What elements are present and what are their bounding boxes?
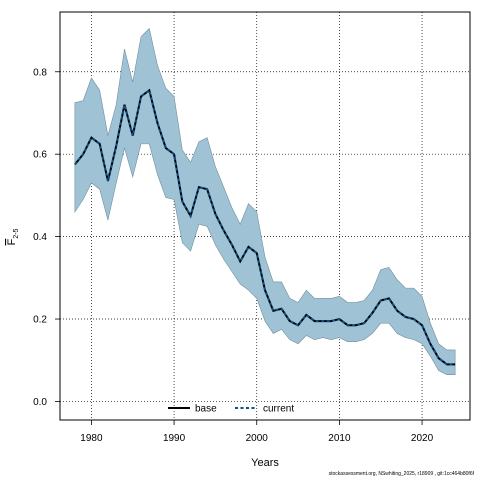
x-tick-label-0: 1980 [80,433,103,444]
y-tick-label-3: 0.6 [33,150,47,161]
y-axis: 0.0 0.2 0.4 0.6 0.8 [33,67,60,408]
x-tick-label-1: 1990 [163,433,186,444]
y-axis-title-group: F2-5 [6,228,20,245]
series-lines [74,88,456,366]
y-tick-label-4: 0.8 [33,67,47,78]
y-axis-title: F2-5 [6,228,20,245]
x-tick-label-2: 2000 [246,433,269,444]
y-tick-label-1: 0.2 [33,315,47,326]
x-axis: 1980 1990 2000 2010 2020 [80,420,434,444]
y-tick-label-2: 0.4 [33,232,47,243]
legend-current-label: current [263,404,294,415]
y-axis-title-main: F [6,238,18,245]
x-tick-label-4: 2020 [411,433,434,444]
series-line-current [74,88,456,366]
legend: base current [168,404,294,415]
x-axis-title: Years [251,457,279,469]
confidence-band [74,27,456,375]
y-tick-label-0: 0.0 [33,397,47,408]
x-tick-label-3: 2010 [328,433,351,444]
legend-base-label: base [195,404,217,415]
y-axis-title-subscript: 2-5 [13,228,20,238]
plot-frame [59,11,471,421]
footer-text: stockassessment.org, NSwhiting_2025, r18… [328,471,474,477]
